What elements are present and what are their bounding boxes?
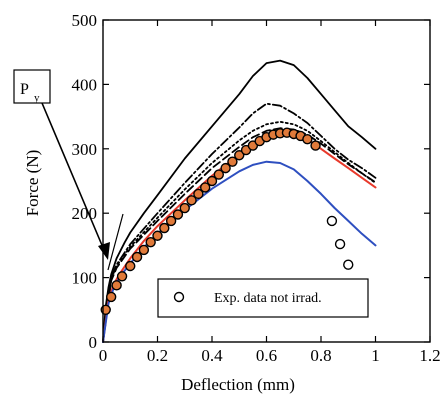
- legend: Exp. data not irrad.: [157, 278, 369, 318]
- data-point: [326, 215, 338, 227]
- data-point: [220, 162, 231, 174]
- py-arrow: [41, 102, 105, 251]
- data-point: [159, 222, 170, 234]
- y-axis-label: Force (N): [23, 150, 42, 217]
- data-point: [186, 195, 197, 206]
- py-label-main: P: [20, 81, 29, 98]
- py-arrowhead: [98, 242, 110, 260]
- data-point: [193, 188, 204, 200]
- x-tick-label: 0.4: [201, 346, 223, 365]
- py-label-sub: y: [34, 92, 40, 104]
- x-axis-label: Deflection (mm): [181, 375, 295, 394]
- legend-marker: [173, 291, 185, 303]
- data-point: [213, 169, 225, 180]
- data-point: [105, 291, 117, 303]
- data-point: [199, 182, 211, 193]
- series-line: [102, 102, 377, 343]
- legend-box: [157, 278, 369, 318]
- data-point: [131, 251, 143, 263]
- py-tangent-line: [107, 213, 124, 271]
- data-point: [165, 215, 177, 227]
- py-annotation: P y: [13, 69, 124, 271]
- data-point: [152, 230, 163, 241]
- y-axis: 0 100 200 300 400 500: [72, 11, 430, 352]
- data-point: [234, 150, 245, 161]
- data-point: [227, 156, 238, 167]
- data-point: [343, 259, 354, 270]
- y-tick-label: 100: [72, 269, 98, 288]
- data-point: [172, 209, 184, 220]
- series-line: [102, 127, 377, 343]
- plot-data: [100, 59, 377, 343]
- x-axis: 0 0.2 0.4 0.6 0.8 1 1.2: [99, 20, 440, 365]
- data-point: [179, 202, 190, 214]
- y-tick-label: 0: [89, 333, 98, 352]
- x-tick-label: 0.6: [256, 346, 277, 365]
- data-point: [302, 133, 313, 145]
- legend-label: Exp. data not irrad.: [214, 291, 322, 306]
- x-tick-label: 0.2: [147, 346, 168, 365]
- data-point: [111, 280, 122, 291]
- x-tick-label: 0: [99, 346, 108, 365]
- data-point: [125, 260, 136, 272]
- data-point: [310, 140, 321, 151]
- y-tick-label: 200: [72, 204, 98, 223]
- py-label-box: [13, 69, 51, 104]
- x-tick-label: 0.8: [310, 346, 331, 365]
- data-point: [206, 175, 218, 187]
- data-point: [145, 236, 156, 248]
- x-tick-label: 1.2: [419, 346, 440, 365]
- y-tick-label: 300: [72, 140, 98, 159]
- data-point: [334, 238, 346, 250]
- data-point: [138, 244, 150, 256]
- x-tick-label: 1: [371, 346, 380, 365]
- y-tick-label: 500: [72, 11, 98, 30]
- data-point: [116, 271, 128, 282]
- y-tick-label: 400: [72, 75, 98, 94]
- series-line: [102, 59, 377, 343]
- series-line: [102, 120, 377, 343]
